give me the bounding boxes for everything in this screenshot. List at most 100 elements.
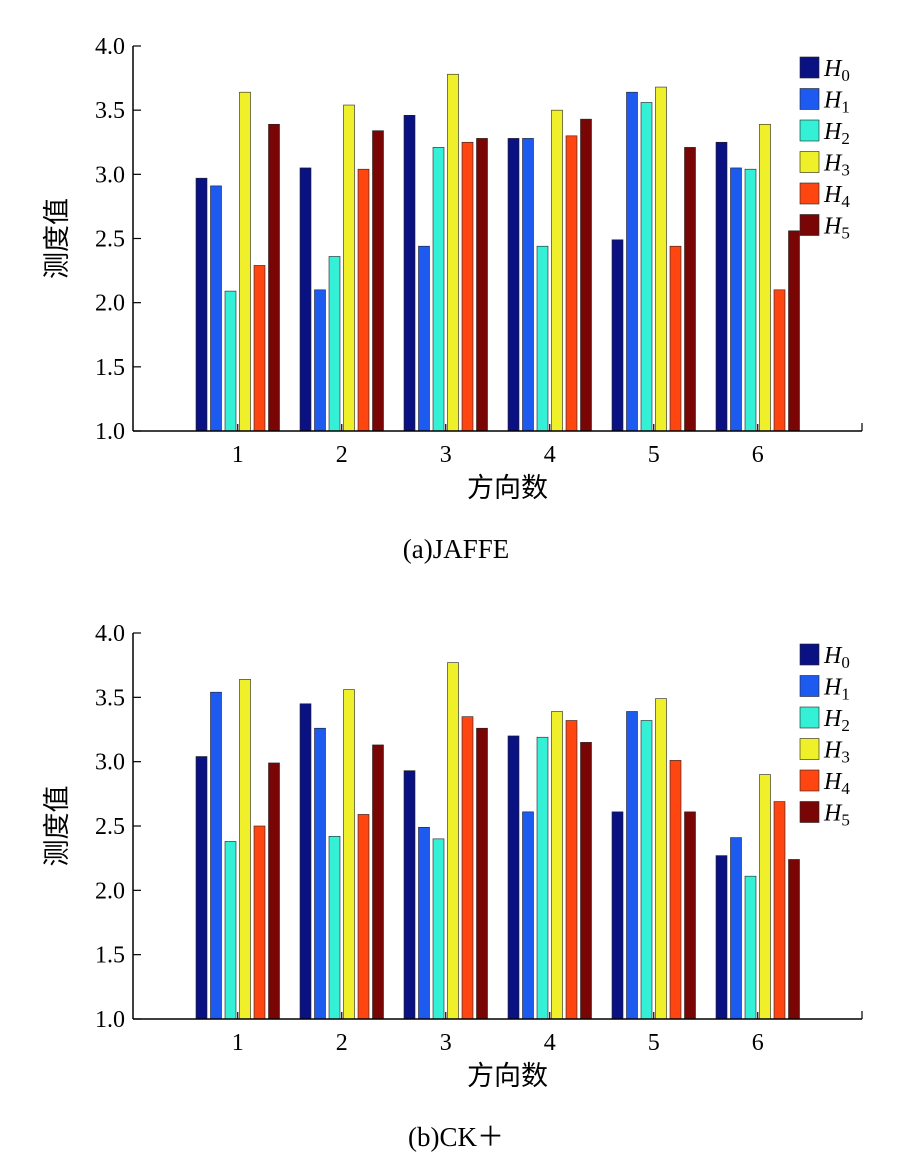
- y-tick-label: 3.5: [95, 685, 125, 711]
- bar-h5-cat-1: [268, 123, 280, 432]
- bar-h3-cat-6: [759, 123, 771, 432]
- x-tick-label: 6: [752, 442, 764, 468]
- bar-h2-cat-5: [640, 720, 653, 1020]
- bar-h2-cat-3: [432, 147, 445, 432]
- bar-h5-cat-2: [372, 744, 384, 1020]
- bar-h1-cat-4: [522, 138, 534, 432]
- legend-series-name: H: [823, 88, 843, 114]
- y-axis-title: 测度值: [42, 786, 73, 867]
- figure-caption: (b)CK＋: [408, 1122, 504, 1152]
- x-tick-label: 6: [752, 1030, 764, 1056]
- bar-h5-cat-6: [788, 230, 800, 432]
- x-tick-label: 2: [336, 1030, 348, 1056]
- legend-series-subscript: 2: [841, 129, 850, 148]
- y-tick-label: 1.0: [95, 419, 125, 445]
- bar-h4-cat-3: [461, 141, 474, 432]
- bar-h4-cat-5: [669, 760, 682, 1020]
- x-tick-label: 4: [544, 442, 556, 468]
- legend-series-name: H: [823, 643, 843, 669]
- bar-h4-cat-6: [773, 289, 786, 432]
- y-tick-label: 4.0: [95, 621, 125, 647]
- bar-h2-cat-1: [224, 290, 237, 432]
- legend-series-subscript: 1: [841, 98, 850, 117]
- x-tick-label: 3: [440, 442, 452, 468]
- bar-h5-cat-3: [476, 138, 488, 432]
- bar-h2-cat-3: [432, 838, 445, 1020]
- bar-h3-cat-4: [551, 109, 563, 432]
- bar-h4-cat-6: [773, 801, 786, 1020]
- bar-h2-cat-5: [640, 102, 653, 432]
- y-tick-label: 2.5: [95, 814, 125, 840]
- bar-h4-cat-4: [565, 135, 578, 432]
- legend-series-subscript: 4: [841, 192, 850, 211]
- y-tick-label: 2.0: [95, 878, 125, 904]
- bar-h5-cat-5: [684, 811, 696, 1020]
- bar-h4-cat-1: [253, 825, 266, 1020]
- legend-series-name: H: [823, 56, 843, 82]
- legend-label-h4: H4: [823, 769, 850, 798]
- legend-swatch-h4: [799, 769, 820, 792]
- x-tick-label: 5: [648, 442, 660, 468]
- bar-h0-cat-1: [195, 177, 208, 432]
- y-tick-label: 3.0: [95, 750, 125, 776]
- legend-swatch-h5: [799, 801, 820, 823]
- legend-swatch-h0: [799, 56, 820, 79]
- bar-h0-cat-6: [715, 141, 728, 432]
- bar-h1-cat-5: [626, 91, 638, 432]
- legend-swatch-h2: [799, 119, 820, 142]
- y-tick-label: 1.5: [95, 943, 125, 969]
- legend-label-h2: H2: [823, 119, 850, 148]
- legend-series-subscript: 0: [841, 66, 850, 85]
- bar-h1-cat-4: [522, 811, 534, 1020]
- legend-label-h3: H3: [823, 738, 850, 767]
- bar-h0-cat-3: [403, 115, 416, 432]
- bar-h3-cat-3: [447, 73, 459, 432]
- legend-series-name: H: [823, 214, 843, 240]
- bar-h3-cat-6: [759, 774, 771, 1020]
- x-tick-label: 1: [232, 1030, 244, 1056]
- bar-h0-cat-4: [507, 735, 520, 1020]
- bar-h2-cat-2: [328, 256, 341, 432]
- bar-h3-cat-1: [239, 679, 251, 1020]
- legend-series-subscript: 3: [841, 161, 850, 180]
- y-tick-label: 2.5: [95, 227, 125, 253]
- bar-h0-cat-2: [299, 167, 312, 432]
- y-tick-label: 3.0: [95, 162, 125, 188]
- bar-h3-cat-2: [343, 689, 355, 1020]
- legend-swatch-h0: [799, 643, 820, 666]
- bar-h2-cat-6: [744, 168, 757, 432]
- legend-series-name: H: [823, 675, 843, 701]
- legend-series-subscript: 1: [841, 685, 850, 704]
- bar-h5-cat-6: [788, 859, 800, 1020]
- legend-label-h3: H3: [823, 151, 850, 180]
- bar-h5-cat-3: [476, 727, 488, 1020]
- bar-h5-cat-1: [268, 762, 280, 1020]
- bar-h4-cat-4: [565, 720, 578, 1020]
- bar-h3-cat-1: [239, 91, 251, 432]
- bar-h3-cat-5: [655, 698, 667, 1020]
- y-axis-title: 测度值: [42, 198, 73, 279]
- legend-label-h5: H5: [823, 214, 850, 243]
- bar-h3-cat-4: [551, 711, 563, 1020]
- bar-h5-cat-2: [372, 130, 384, 432]
- bar-h0-cat-2: [299, 703, 312, 1020]
- bar-h3-cat-2: [343, 104, 355, 432]
- y-tick-label: 4.0: [95, 34, 125, 60]
- bar-h2-cat-2: [328, 835, 341, 1020]
- x-tick-label: 1: [232, 442, 244, 468]
- bar-h0-cat-5: [611, 239, 624, 432]
- bar-h5-cat-4: [580, 742, 592, 1020]
- x-tick-label: 2: [336, 442, 348, 468]
- x-tick-label: 3: [440, 1030, 452, 1056]
- legend-series-name: H: [823, 151, 843, 177]
- x-axis-title: 方向数: [467, 473, 548, 504]
- legend-series-subscript: 2: [841, 716, 850, 735]
- bar-h0-cat-1: [195, 756, 208, 1020]
- legend-label-h4: H4: [823, 182, 850, 211]
- chart-jaffe: 1.01.52.02.53.03.54.01 2 3 4 5 6方向数测度值H0H1H2H…: [42, 34, 863, 564]
- legend-series-name: H: [823, 738, 843, 764]
- bar-h2-cat-4: [536, 245, 549, 432]
- bar-h0-cat-3: [403, 770, 416, 1020]
